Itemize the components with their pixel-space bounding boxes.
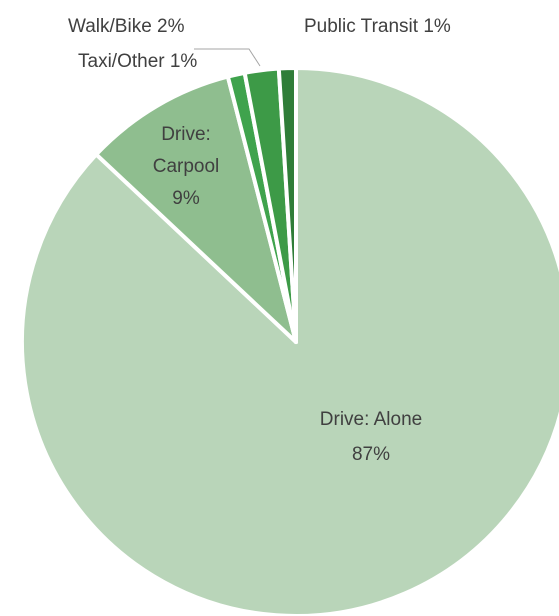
pie-labels: Drive: Alone 87% Drive: Carpool 9% Walk/… bbox=[68, 16, 451, 465]
pie-slice-drive-carpool bbox=[94, 74, 298, 344]
label-drive-carpool-value: 9% bbox=[172, 188, 200, 209]
label-drive-carpool-name: Drive: bbox=[161, 124, 211, 145]
label-walk-bike: Walk/Bike 2% bbox=[68, 16, 185, 37]
pie-slice-public-transit bbox=[276, 66, 298, 344]
label-drive-alone-value: 87% bbox=[352, 444, 390, 465]
label-taxi-other: Taxi/Other 1% bbox=[78, 51, 197, 72]
label-drive-alone-name: Drive: Alone bbox=[320, 409, 422, 430]
label-drive-carpool-name-2: Carpool bbox=[153, 156, 220, 177]
pie-slices bbox=[19, 66, 559, 616]
leader-line-taxi-other bbox=[194, 48, 261, 67]
label-public-transit: Public Transit 1% bbox=[304, 16, 451, 37]
pie-slice-drive-alone bbox=[19, 66, 559, 616]
